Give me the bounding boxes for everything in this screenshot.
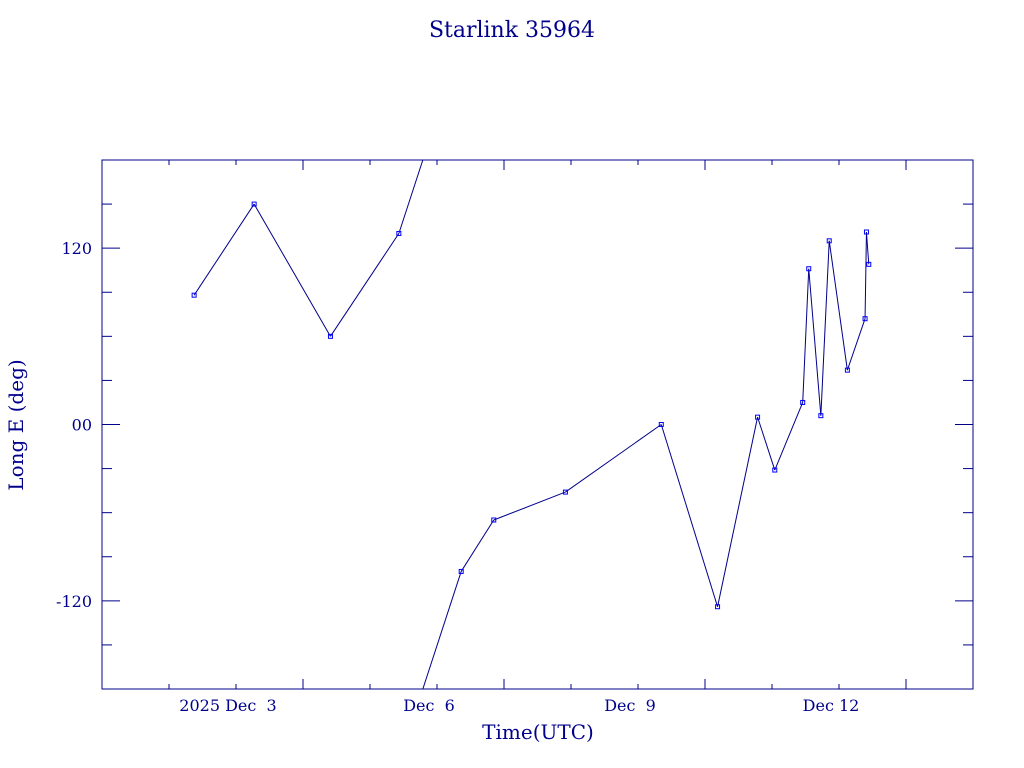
y-tick-label: -120 <box>56 592 92 611</box>
series-segment <box>193 203 255 296</box>
data-point <box>862 316 868 322</box>
data-point <box>396 230 402 236</box>
x-axis-title: Time(UTC) <box>482 720 594 744</box>
data-point <box>755 414 761 420</box>
series-segment <box>253 203 331 337</box>
tick-labels: 2025 Dec 3 Dec 6 Dec 9 Dec 12 120 00 -120 <box>56 239 859 715</box>
data-point <box>715 604 721 610</box>
series-segment <box>774 402 804 471</box>
series-segment <box>802 268 810 403</box>
y-axis-title: Long E (deg) <box>4 359 28 490</box>
data-point <box>844 367 850 373</box>
series-segment <box>757 416 776 471</box>
series-segment <box>808 268 822 416</box>
data-point <box>458 568 464 574</box>
series-segment <box>828 240 848 371</box>
series-segment <box>422 571 462 689</box>
series-segment <box>820 240 830 416</box>
plot-area <box>191 160 872 689</box>
series-segment <box>493 491 566 521</box>
data-point <box>658 422 664 427</box>
axes <box>101 159 974 690</box>
data-point <box>818 413 824 419</box>
data-point <box>806 266 812 272</box>
series-segment <box>864 231 867 319</box>
data-point <box>772 467 778 473</box>
data-point <box>800 399 806 405</box>
y-tick-label: 00 <box>72 416 92 435</box>
series-segment <box>660 424 719 607</box>
series-segment <box>460 519 495 572</box>
data-point <box>866 261 872 267</box>
data-point <box>826 238 832 244</box>
x-tick-label: Dec 9 <box>604 696 656 715</box>
series-segment <box>865 231 870 265</box>
series-segment <box>717 417 759 607</box>
series-segment <box>330 233 400 337</box>
data-point <box>562 489 568 495</box>
x-tick-label: Dec 12 <box>803 696 860 715</box>
x-tick-label: 2025 Dec 3 <box>179 696 276 715</box>
chart-title: Starlink 35964 <box>429 18 595 43</box>
ticks <box>102 160 973 689</box>
plot-frame <box>101 159 974 690</box>
series-segment <box>565 424 662 493</box>
data-point <box>863 229 869 235</box>
data-point <box>491 517 497 523</box>
series-segment <box>846 318 866 371</box>
series-segment <box>398 160 424 234</box>
y-tick-label: 120 <box>61 239 92 258</box>
data-point <box>327 333 333 339</box>
data-point <box>251 201 257 207</box>
data-point <box>191 292 197 298</box>
x-tick-label: Dec 6 <box>403 696 455 715</box>
